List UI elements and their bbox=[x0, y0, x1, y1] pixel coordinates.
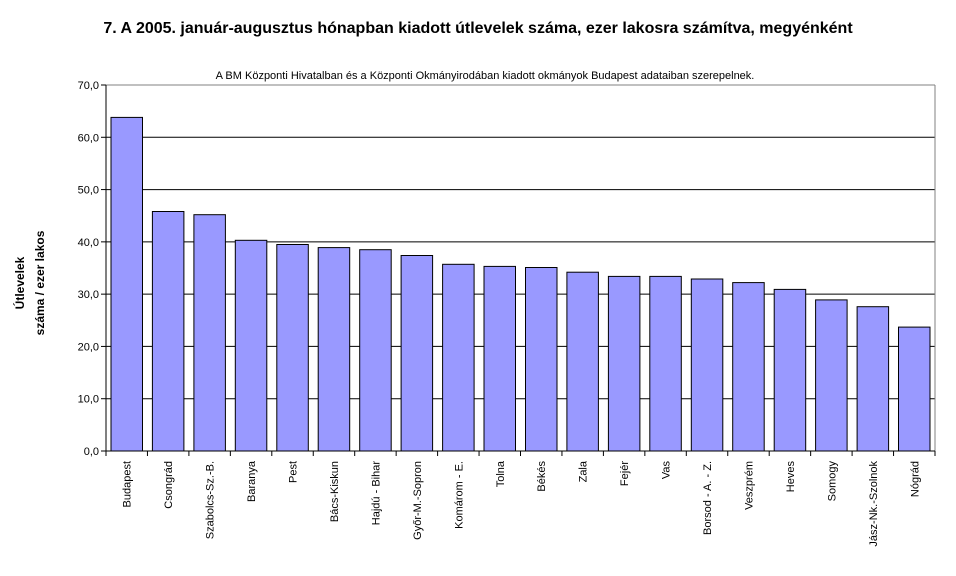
y-tick-label: 40,0 bbox=[78, 237, 99, 249]
x-category-label: Somogy bbox=[826, 461, 838, 502]
plot-area: 0,0 10,0 20,0 30,0 40,0 50,0 60,0 70,0 Budapest C… bbox=[78, 80, 936, 547]
bar bbox=[773, 288, 807, 452]
x-category-label: Vas bbox=[661, 461, 673, 480]
bar bbox=[690, 278, 724, 452]
x-category-label: Békés bbox=[536, 461, 548, 492]
bar bbox=[151, 211, 185, 452]
x-category-label: Tolna bbox=[495, 460, 507, 487]
y-tick-label: 60,0 bbox=[78, 132, 99, 144]
y-tick-label: 70,0 bbox=[78, 80, 99, 92]
x-category-label: Borsod - A. - Z. bbox=[702, 461, 714, 535]
x-category-label: Pest bbox=[288, 461, 300, 483]
x-category-label: Veszprém bbox=[744, 461, 756, 510]
x-category-label: Jász-Nk.-Szolnok bbox=[868, 461, 880, 547]
x-category-label: Hajdú - Bihar bbox=[370, 461, 382, 526]
bar bbox=[276, 244, 309, 452]
bar bbox=[566, 271, 599, 452]
y-tick-label: 30,0 bbox=[78, 289, 99, 301]
x-category-label: Komárom - E. bbox=[453, 461, 465, 529]
bar bbox=[359, 249, 392, 452]
bar bbox=[898, 326, 931, 452]
x-category-label: Heves bbox=[785, 461, 797, 493]
y-axis-label-line1: Útlevelek bbox=[12, 256, 27, 309]
bar bbox=[525, 267, 558, 452]
bar bbox=[815, 299, 848, 452]
x-category-label: Zala bbox=[578, 460, 590, 482]
bar bbox=[110, 116, 143, 452]
x-category-label: Fejér bbox=[619, 461, 631, 486]
x-category-label: Baranya bbox=[246, 460, 258, 502]
y-tick-label: 20,0 bbox=[78, 341, 99, 353]
bar bbox=[317, 247, 351, 452]
y-tick-label: 0,0 bbox=[84, 446, 99, 458]
bar bbox=[649, 275, 682, 452]
bar bbox=[400, 255, 434, 452]
plot-background bbox=[106, 85, 935, 451]
x-category-label: Szabolcs-Sz.-B. bbox=[205, 461, 217, 539]
x-category-label: Budapest bbox=[122, 461, 134, 507]
bar bbox=[234, 239, 268, 452]
bar bbox=[193, 214, 226, 452]
bar bbox=[732, 282, 765, 452]
bar bbox=[442, 263, 475, 452]
y-tick-label: 50,0 bbox=[78, 185, 99, 197]
chart-note: A BM Központi Hivatalban és a Központi O… bbox=[216, 70, 755, 82]
x-category-label: Nógrád bbox=[909, 461, 921, 497]
x-category-label: Bács-Kiskun bbox=[329, 461, 341, 522]
x-category-label: Csongrád bbox=[163, 461, 175, 509]
y-tick-label: 10,0 bbox=[78, 394, 99, 406]
bar bbox=[856, 306, 890, 452]
chart-title: 7. A 2005. január-augusztus hónapban kia… bbox=[103, 20, 853, 37]
y-axis-label-line2: száma / ezer lakos bbox=[33, 230, 47, 335]
bar bbox=[607, 275, 641, 452]
x-category-label: Győr-M.-Sopron bbox=[412, 461, 424, 540]
bar bbox=[483, 265, 516, 452]
